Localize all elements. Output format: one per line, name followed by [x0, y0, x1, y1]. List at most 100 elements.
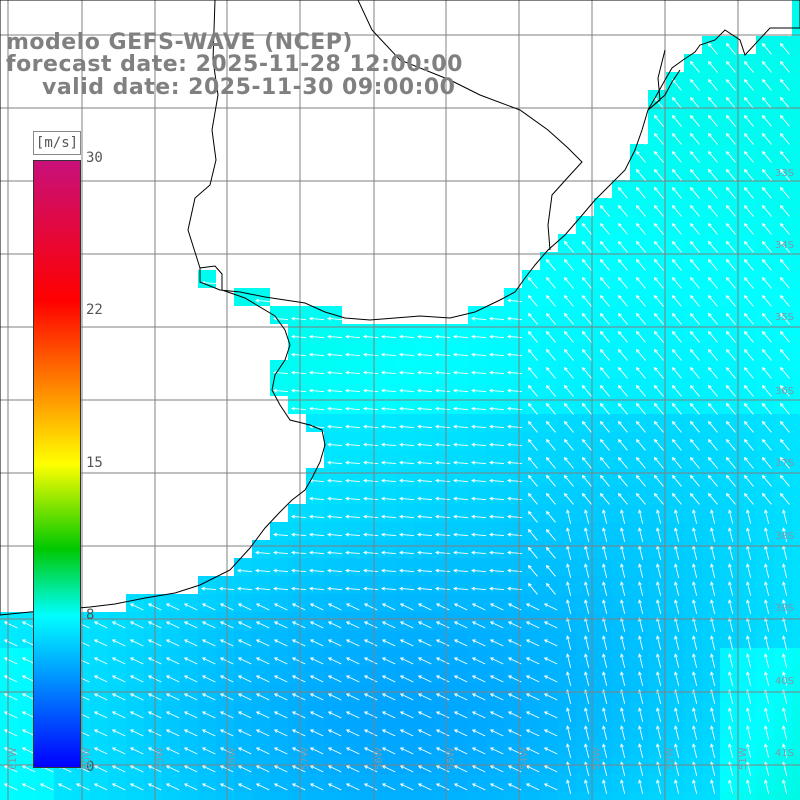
lat-label: 36S — [775, 386, 795, 397]
wind-speed-cell — [378, 666, 396, 684]
wind-arrow — [689, 132, 700, 145]
wind-speed-cell — [378, 720, 396, 738]
wind-arrows — [3, 24, 790, 794]
wind-arrow — [273, 639, 288, 647]
wind-arrow — [779, 204, 790, 217]
wind-arrow — [602, 671, 608, 686]
wind-arrow — [602, 527, 608, 542]
wind-arrow — [183, 747, 198, 755]
wind-arrow — [417, 352, 433, 357]
wind-arrow — [599, 276, 610, 289]
wind-arrow — [602, 743, 608, 758]
wind-arrow — [707, 438, 718, 451]
wind-speed-cell — [396, 540, 414, 558]
wind-speed-cell — [396, 342, 414, 360]
wind-speed-cell — [0, 612, 18, 630]
wind-arrow — [674, 671, 680, 686]
wind-arrow — [764, 563, 770, 578]
wind-speed-cell — [792, 72, 800, 90]
wind-arrow — [3, 729, 18, 737]
wind-arrow — [399, 783, 414, 791]
wind-arrow — [525, 747, 540, 755]
wind-speed-cell — [288, 576, 306, 594]
wind-arrow — [543, 621, 558, 629]
wind-speed-cell — [486, 684, 504, 702]
wind-arrow — [725, 186, 736, 199]
wind-arrow — [725, 204, 736, 217]
wind-arrow — [273, 568, 289, 573]
wind-arrow — [707, 348, 718, 361]
wind-arrow — [581, 384, 592, 397]
wind-speed-cell — [792, 450, 800, 468]
wind-arrow — [381, 783, 396, 791]
wind-arrow — [653, 330, 664, 343]
wind-arrow — [489, 586, 505, 591]
wind-arrow — [129, 729, 144, 737]
wind-arrow — [309, 693, 324, 701]
wind-arrow — [761, 366, 772, 379]
lon-label: 51W — [738, 747, 749, 770]
wind-speed-cell — [450, 774, 468, 792]
wind-speed-cell — [522, 792, 540, 800]
wind-arrow — [635, 150, 646, 163]
wind-arrow — [525, 603, 540, 611]
wind-speed-cell — [792, 288, 800, 306]
wind-arrow — [638, 653, 644, 668]
wind-speed-cell — [666, 792, 684, 800]
wind-arrow — [39, 783, 54, 791]
wind-arrow — [707, 96, 718, 109]
wind-arrow — [417, 460, 433, 465]
wind-arrow — [291, 675, 306, 683]
wind-arrow — [725, 60, 736, 73]
wind-speed-cell — [342, 378, 360, 396]
wind-arrow — [584, 635, 590, 650]
wind-speed-cell — [288, 540, 306, 558]
wind-arrow — [779, 114, 790, 127]
wind-speed-cell — [342, 648, 360, 666]
wind-arrow — [363, 747, 378, 755]
wind-speed-cell — [216, 738, 234, 756]
wind-arrow — [746, 527, 752, 542]
wind-arrow — [779, 456, 790, 469]
wind-speed-cell — [108, 684, 126, 702]
wind-arrow — [743, 150, 754, 163]
wind-arrow — [507, 316, 523, 321]
wind-arrow — [291, 406, 307, 411]
wind-speed-cell — [486, 540, 504, 558]
wind-arrow — [273, 603, 288, 611]
wind-arrow — [525, 657, 540, 665]
wind-arrow — [761, 204, 772, 217]
wind-speed-cell — [738, 792, 756, 800]
wind-arrow — [111, 603, 126, 611]
wind-arrow — [599, 420, 610, 433]
wind-speed-cell — [0, 774, 18, 792]
wind-arrow — [417, 639, 432, 647]
wind-arrow — [689, 186, 700, 199]
wind-speed-cell — [486, 432, 504, 450]
wind-arrow — [507, 388, 523, 393]
wind-speed-cell — [162, 684, 180, 702]
wind-speed-cell — [468, 666, 486, 684]
wind-speed-cell — [576, 792, 594, 800]
wind-arrow — [527, 384, 538, 397]
wind-speed-cell — [414, 486, 432, 504]
wind-arrow — [602, 581, 608, 596]
wind-speed-cell — [540, 684, 558, 702]
wind-arrow — [725, 348, 736, 361]
wind-arrow — [417, 388, 433, 393]
wind-arrow — [435, 514, 451, 519]
wind-arrow — [761, 492, 772, 505]
wind-arrow — [710, 635, 716, 650]
wind-arrow — [291, 568, 307, 573]
wind-arrow — [566, 635, 572, 650]
wind-speed-cell — [342, 684, 360, 702]
wind-speed-cell — [306, 738, 324, 756]
wind-arrow — [635, 276, 646, 289]
wind-arrow — [656, 653, 662, 668]
wind-speed-cell — [396, 792, 414, 800]
wind-arrow — [93, 693, 108, 701]
wind-speed-cell — [468, 594, 486, 612]
wind-arrow — [728, 617, 734, 632]
wind-arrow — [327, 765, 342, 773]
wind-arrow — [635, 186, 646, 199]
